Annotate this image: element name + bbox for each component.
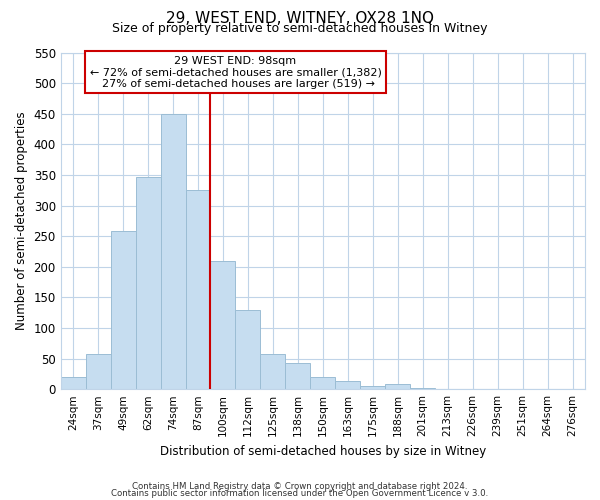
Text: Contains public sector information licensed under the Open Government Licence v : Contains public sector information licen…: [112, 489, 488, 498]
Y-axis label: Number of semi-detached properties: Number of semi-detached properties: [15, 112, 28, 330]
Text: 29 WEST END: 98sqm  
← 72% of semi-detached houses are smaller (1,382)
  27% of : 29 WEST END: 98sqm ← 72% of semi-detache…: [89, 56, 382, 89]
Bar: [410, 388, 435, 389]
Bar: [286, 364, 310, 389]
Bar: [110, 231, 136, 389]
Bar: [185, 190, 211, 389]
Bar: [161, 114, 185, 389]
X-axis label: Distribution of semi-detached houses by size in Witney: Distribution of semi-detached houses by …: [160, 444, 486, 458]
Text: 29, WEST END, WITNEY, OX28 1NQ: 29, WEST END, WITNEY, OX28 1NQ: [166, 11, 434, 26]
Bar: [385, 384, 410, 389]
Bar: [136, 178, 161, 389]
Bar: [310, 377, 335, 389]
Bar: [61, 377, 86, 389]
Bar: [360, 386, 385, 389]
Text: Contains HM Land Registry data © Crown copyright and database right 2024.: Contains HM Land Registry data © Crown c…: [132, 482, 468, 491]
Bar: [211, 261, 235, 389]
Bar: [260, 354, 286, 389]
Bar: [86, 354, 110, 389]
Bar: [235, 310, 260, 389]
Bar: [335, 380, 360, 389]
Text: Size of property relative to semi-detached houses in Witney: Size of property relative to semi-detach…: [112, 22, 488, 35]
